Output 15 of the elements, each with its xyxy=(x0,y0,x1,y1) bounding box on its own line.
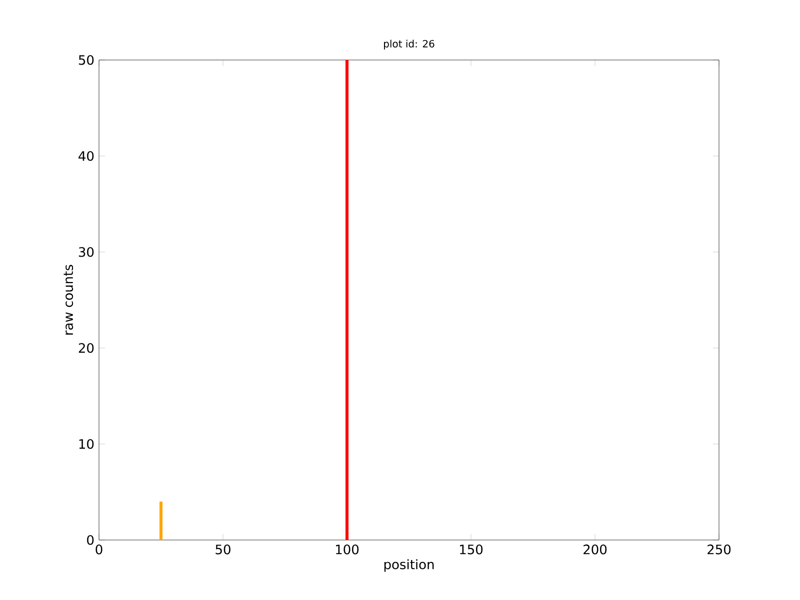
x-tick-label: 250 xyxy=(708,544,731,554)
x-tick-label: 50 xyxy=(216,544,230,554)
x-tick-label: 200 xyxy=(584,544,607,554)
x-axis-title: position xyxy=(384,559,434,572)
y-tick-label: 20 xyxy=(78,343,94,353)
chart-title: plot id: 26 xyxy=(384,40,434,50)
x-tick-label: 150 xyxy=(460,544,483,554)
x-tick-label: 0 xyxy=(96,544,102,554)
y-tick-label: 30 xyxy=(78,247,94,257)
y-tick-label: 10 xyxy=(79,439,94,449)
y-tick-label: 40 xyxy=(78,151,94,161)
y-tick-label: 0 xyxy=(87,535,94,545)
x-tick-label: 100 xyxy=(336,544,359,554)
y-axis-title: raw counts xyxy=(64,264,74,335)
y-tick-label: 50 xyxy=(78,55,94,65)
